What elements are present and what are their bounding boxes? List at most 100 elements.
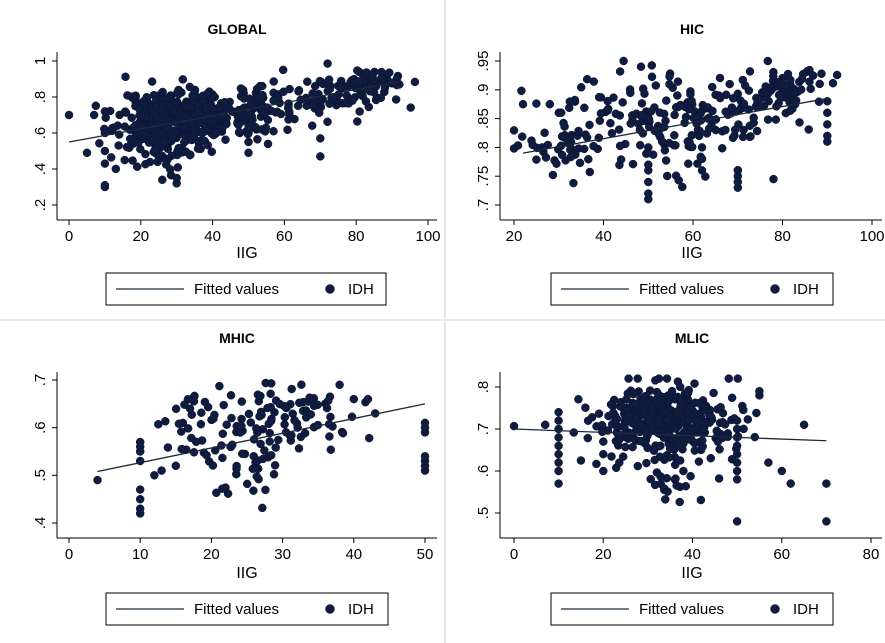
idh-point: [763, 89, 772, 99]
idh-point: [707, 82, 717, 92]
idh-point: [305, 393, 314, 402]
idh-point: [64, 110, 74, 120]
idh-point: [135, 494, 145, 504]
idh-point: [815, 79, 824, 89]
idh-point: [100, 159, 110, 168]
idh-point: [269, 77, 278, 86]
idh-point: [122, 142, 132, 152]
idh-point: [752, 126, 762, 136]
idh-point: [283, 125, 292, 135]
idh-point: [316, 134, 325, 143]
idh-point: [638, 84, 648, 93]
idh-point: [637, 110, 647, 120]
idh-point: [675, 497, 684, 507]
idh-point: [269, 470, 279, 479]
idh-point: [263, 139, 273, 149]
x-tick-label: 40: [345, 546, 362, 563]
idh-point: [200, 397, 210, 407]
idh-point: [136, 112, 146, 122]
x-axis-title: IIG: [681, 565, 702, 582]
idh-point: [786, 479, 795, 488]
idh-point: [326, 445, 336, 454]
idh-point: [755, 101, 764, 111]
idh-point: [822, 517, 831, 526]
idh-point: [628, 159, 638, 169]
idh-point: [644, 177, 653, 187]
idh-point: [662, 171, 672, 181]
idh-point: [640, 426, 649, 436]
idh-point: [580, 103, 589, 113]
idh-point: [660, 455, 669, 465]
idh-point: [662, 473, 672, 483]
idh-point: [287, 384, 296, 394]
x-tick-label: 40: [204, 228, 221, 245]
idh-point: [202, 104, 211, 114]
idh-points: [93, 378, 430, 518]
idh-point: [127, 113, 136, 122]
idh-point: [626, 119, 635, 128]
idh-point: [677, 410, 686, 420]
idh-point: [599, 437, 608, 446]
idh-point: [157, 466, 166, 475]
idh-point: [644, 189, 653, 198]
idh-point: [280, 412, 290, 422]
idh-point: [607, 452, 616, 461]
idh-point: [642, 458, 651, 468]
legend-idh-label: IDH: [348, 281, 374, 298]
x-tick-label: 20: [132, 228, 149, 245]
idh-point: [569, 178, 578, 188]
idh-point: [644, 143, 653, 152]
idh-point: [554, 416, 563, 425]
idh-point: [509, 144, 519, 153]
y-tick-label: .4: [32, 163, 49, 176]
idh-point: [620, 423, 629, 432]
idh-point: [120, 122, 130, 131]
idh-points: [64, 59, 420, 192]
x-tick-label: 40: [595, 228, 612, 245]
x-tick-label: 10: [132, 546, 149, 563]
idh-point: [202, 451, 211, 460]
idh-point: [518, 99, 528, 109]
idh-point: [256, 439, 265, 449]
idh-point: [341, 98, 350, 108]
idh-point: [732, 441, 742, 451]
idh-point: [628, 442, 637, 452]
idh-point: [738, 132, 748, 142]
idh-point: [158, 175, 167, 185]
idh-point: [114, 141, 123, 150]
x-tick-label: 100: [859, 228, 884, 245]
idh-point: [607, 420, 617, 429]
idh-point: [532, 155, 541, 164]
idh-point: [582, 133, 592, 142]
idh-point: [145, 157, 155, 167]
idh-point: [169, 107, 179, 116]
legend-idh-marker: [325, 284, 335, 294]
idh-point: [684, 159, 693, 168]
idh-point: [673, 77, 683, 86]
idh-point: [532, 99, 541, 108]
idh-point: [697, 166, 707, 175]
idh-point: [817, 69, 826, 78]
idh-point: [237, 421, 246, 431]
panel-title: MHIC: [219, 330, 255, 346]
idh-point: [647, 420, 657, 430]
idh-point: [644, 160, 653, 169]
idh-point: [697, 143, 707, 152]
idh-point: [777, 78, 786, 87]
idh-point: [732, 416, 742, 425]
idh-point: [615, 141, 625, 151]
idh-point: [690, 446, 700, 455]
idh-point: [679, 466, 688, 476]
legend: Fitted values IDH: [550, 272, 834, 306]
idh-point: [246, 418, 256, 427]
idh-point: [665, 390, 674, 400]
idh-point: [554, 433, 563, 442]
idh-point: [616, 155, 626, 164]
idh-point: [657, 396, 666, 406]
idh-point: [215, 381, 224, 391]
idh-point: [377, 74, 387, 84]
idh-point: [662, 96, 671, 105]
idh-point: [283, 103, 293, 113]
idh-point: [545, 99, 555, 109]
idh-point: [244, 110, 253, 120]
